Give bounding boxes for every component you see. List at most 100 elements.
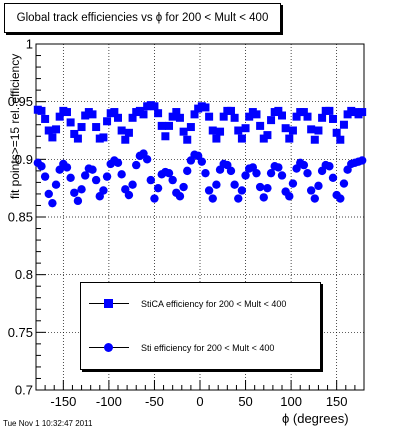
data-point-circle — [288, 179, 298, 188]
data-point-square — [190, 110, 199, 119]
data-point-circle — [179, 182, 188, 192]
data-point-circle — [99, 186, 108, 195]
data-point-square — [154, 109, 163, 118]
data-point-square — [241, 124, 250, 133]
data-point-square — [318, 113, 327, 122]
data-point-circle — [40, 172, 50, 181]
data-point-square — [52, 125, 61, 134]
data-point-square — [139, 110, 148, 119]
data-point-circle — [117, 170, 126, 179]
y-tick-label: 0.85 — [8, 210, 33, 225]
data-point-square — [288, 126, 297, 135]
data-point-circle — [237, 186, 247, 195]
legend-label: StiCA efficiency for 200 < Mult < 400 — [141, 299, 287, 309]
chart-title: Global track efficiencies vs ϕ for 200 <… — [16, 12, 269, 24]
data-point-circle — [325, 162, 334, 171]
data-point-circle — [73, 196, 83, 206]
data-point-square — [278, 111, 286, 120]
data-point-circle — [132, 160, 141, 170]
x-tick-label: 50 — [238, 394, 252, 409]
data-point-square — [212, 134, 221, 143]
data-point-square — [230, 113, 239, 122]
data-point-square — [226, 106, 235, 115]
data-point-circle — [113, 158, 123, 167]
data-point-circle — [91, 175, 101, 185]
data-point-circle — [336, 194, 345, 203]
data-point-circle — [314, 181, 323, 191]
data-point-circle — [277, 171, 287, 180]
data-point-square — [150, 102, 159, 111]
data-point-square — [208, 126, 217, 135]
data-point-circle — [285, 192, 294, 201]
data-point-circle — [102, 172, 112, 181]
data-point-square — [92, 123, 101, 132]
data-point-circle — [212, 180, 221, 189]
data-point-square — [175, 113, 184, 122]
data-point-circle — [259, 193, 268, 202]
data-point-circle — [146, 175, 155, 185]
data-point-square — [237, 134, 246, 143]
data-point-square — [339, 120, 348, 129]
y-tick-label: 0.75 — [8, 325, 33, 340]
legend-label: Sti efficiency for 200 < Mult < 400 — [141, 343, 275, 353]
data-point-square — [99, 133, 108, 142]
data-point-circle — [255, 182, 265, 192]
data-point-square — [245, 112, 254, 121]
data-point-square — [179, 127, 188, 136]
data-point-circle — [153, 183, 163, 193]
data-point-square — [234, 126, 243, 135]
data-point-square — [172, 108, 181, 117]
data-point-circle — [306, 186, 316, 195]
data-point-square — [62, 108, 71, 117]
data-point-square — [117, 126, 126, 135]
x-tick-label: -100 — [96, 394, 122, 409]
data-point-square — [252, 110, 261, 119]
data-point-square — [310, 135, 319, 144]
data-point-square — [336, 135, 345, 144]
data-point-square — [44, 126, 53, 135]
y-tick-label: 0.7 — [15, 383, 33, 398]
data-point-square — [325, 106, 334, 115]
data-point-square — [66, 118, 75, 127]
axes: -150 -100 -50 0 50 100 150 0.7 0.75 0.8 0.85 0.9 0.9… — [8, 37, 356, 409]
data-point-square — [358, 108, 367, 117]
data-point-circle — [70, 188, 79, 197]
x-tick-label: -50 — [145, 394, 164, 409]
data-point-square — [88, 110, 97, 119]
data-point-circle — [88, 165, 97, 174]
data-point-circle — [77, 185, 86, 194]
data-point-circle — [81, 171, 90, 180]
data-point-square — [314, 126, 323, 135]
data-markers — [33, 101, 367, 208]
data-point-square — [307, 125, 316, 134]
data-point-square — [186, 123, 195, 132]
data-point-circle — [274, 163, 283, 172]
data-point-square — [329, 114, 338, 123]
data-point-circle — [168, 175, 177, 185]
data-point-circle — [234, 194, 243, 203]
data-point-circle — [175, 192, 185, 201]
data-point-square — [256, 121, 265, 130]
data-point-circle — [124, 190, 134, 200]
data-point-square — [73, 134, 82, 143]
data-point-square — [201, 103, 210, 112]
y-tick-label: 0.9 — [15, 152, 33, 167]
data-point-circle — [226, 166, 236, 176]
data-point-square — [77, 123, 86, 132]
data-point-circle — [204, 186, 214, 195]
data-point-square — [114, 113, 122, 122]
data-point-square — [205, 112, 214, 121]
data-point-circle — [263, 183, 272, 193]
data-point-square — [161, 132, 170, 141]
data-point-circle — [62, 163, 72, 172]
data-point-circle — [299, 160, 309, 170]
circle-marker-icon — [89, 341, 129, 355]
data-point-circle — [66, 173, 75, 182]
data-point-circle — [201, 168, 210, 178]
data-point-circle — [150, 194, 159, 203]
data-point-circle — [310, 194, 319, 203]
data-point-circle — [208, 194, 217, 203]
data-point-circle — [241, 171, 250, 180]
data-point-circle — [128, 180, 137, 189]
